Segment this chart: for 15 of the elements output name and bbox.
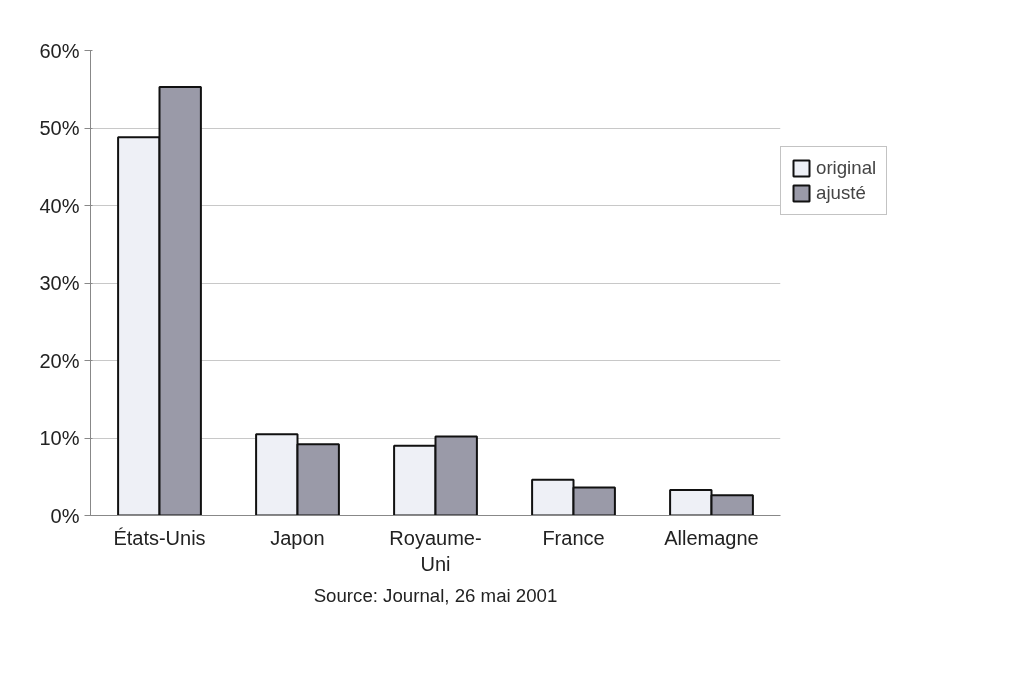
legend-label: ajusté: [816, 182, 866, 204]
y-tick-label: 30%: [39, 272, 80, 294]
x-tick-label: Japon: [270, 526, 325, 549]
x-tick-label: Allemagne: [664, 526, 759, 549]
x-tick-label: États-Unis: [113, 526, 206, 549]
y-tick-label: 60%: [39, 39, 80, 62]
source-note: Source: Journal, 26 mai 2001: [313, 584, 558, 606]
x-tick-label: Royaume- Uni: [389, 526, 482, 575]
y-tick-label: 50%: [39, 117, 80, 139]
legend-label: original: [816, 157, 877, 179]
x-tick-label: France: [542, 526, 605, 549]
y-tick-label: 10%: [39, 427, 80, 449]
y-tick-label: 20%: [39, 349, 80, 372]
y-tick-label: 0%: [50, 504, 80, 527]
y-tick-label: 40%: [39, 194, 80, 217]
